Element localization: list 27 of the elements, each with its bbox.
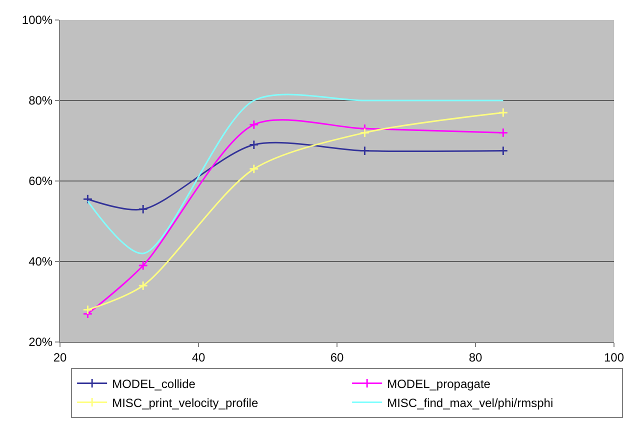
legend-label: MODEL_collide [112,376,196,391]
legend-label: MISC_find_max_vel/phi/rmsphi [387,396,554,410]
x-tick-label: 40 [192,350,206,364]
point [82,304,93,315]
x-tick-label: 100 [604,350,624,364]
y-tick-label: 60% [28,174,53,188]
y-tick-label: 100% [22,13,53,28]
point [498,128,508,138]
point [138,260,148,270]
point [138,204,148,214]
x-tick-label: 60 [330,350,344,364]
point [248,164,259,174]
point [248,140,259,150]
y-tick-label: 40% [28,254,53,269]
legend-label: MISC_print_velocity_profile [112,396,258,410]
point [360,128,370,138]
point [360,146,370,156]
point [498,146,508,156]
legend-label: MODEL_propagate [387,376,491,391]
point [248,120,259,130]
point [82,194,93,204]
y-tick-label: 20% [28,335,53,350]
y-tick-label: 80% [28,94,53,108]
x-tick-label: 80 [468,350,482,364]
point [498,108,508,118]
point [138,280,148,291]
x-tick-label: 20 [53,350,67,364]
